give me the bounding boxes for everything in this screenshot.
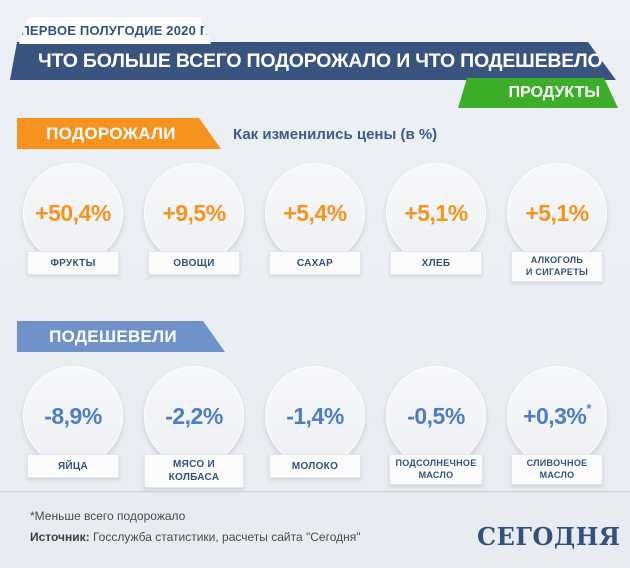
period-badge-label: ПЕРВОЕ ПОЛУГОДИЕ 2020 Г. xyxy=(20,23,210,38)
value-bubble: +9,5% xyxy=(144,163,244,263)
category-badge-label: ПРОДУКТЫ xyxy=(508,84,600,101)
item-label: ПОДСОЛНЕЧНОЕ МАСЛО xyxy=(389,454,483,486)
value-bubble: -8,9% xyxy=(23,366,123,466)
price-change-value: -2,2% xyxy=(165,402,223,429)
item-card-sugar: +5,4% САХАР xyxy=(265,163,365,282)
period-badge: ПЕРВОЕ ПОЛУГОДИЕ 2020 Г. xyxy=(19,17,211,44)
item-label: САХАР xyxy=(269,251,361,275)
item-label: МЯСО И КОЛБАСА xyxy=(144,454,244,488)
footnote-text: *Меньше всего подорожало xyxy=(30,509,186,523)
item-card-eggs: -8,9% ЯЙЦА xyxy=(23,366,123,488)
item-label: ОВОЩИ xyxy=(148,251,240,275)
item-card-fruits: +50,4% ФРУКТЫ xyxy=(23,163,123,282)
item-card-bread: +5,1% ХЛЕБ xyxy=(386,163,486,282)
section-badge-increased: ПОДОРОЖАЛИ xyxy=(17,118,221,149)
value-bubble: +5,1% xyxy=(507,163,607,263)
item-card-alcohol-cigarettes: +5,1% АЛКОГОЛЬ И СИГАРЕТЫ xyxy=(507,163,607,283)
item-label: МОЛОКО xyxy=(269,454,361,478)
value-bubble: -1,4% xyxy=(265,366,365,466)
price-change-number: +0,3% xyxy=(523,402,587,429)
item-label: ЯЙЦА xyxy=(27,454,119,478)
price-change-value: +9,5% xyxy=(162,199,226,226)
item-card-meat-sausage: -2,2% МЯСО И КОЛБАСА xyxy=(144,366,244,488)
source-text: Госслужба статистики, расчеты сайта "Сег… xyxy=(89,530,361,544)
item-card-vegetables: +9,5% ОВОЩИ xyxy=(144,163,244,282)
value-bubble: +5,1% xyxy=(386,163,486,263)
footnote-asterisk: * xyxy=(586,400,591,416)
price-change-value: +5,1% xyxy=(525,199,589,226)
item-card-milk: -1,4% МОЛОКО xyxy=(265,366,365,488)
price-change-value: -8,9% xyxy=(44,402,102,429)
value-bubble: +0,3%* xyxy=(507,366,607,466)
price-change-value: -1,4% xyxy=(286,402,344,429)
value-bubble: -0,5% xyxy=(386,366,486,466)
source-line: Источник: Госслужба статистики, расчеты … xyxy=(30,530,361,544)
chart-subtitle: Как изменились цены (в %) xyxy=(233,126,438,143)
price-change-value: +0,3%* xyxy=(523,400,591,430)
source-label: Источник: xyxy=(30,530,90,544)
item-label: СЛИВОЧНОЕ МАСЛО xyxy=(511,454,603,486)
value-bubble: -2,2% xyxy=(144,366,244,466)
price-change-value: +5,1% xyxy=(404,199,468,226)
value-bubble: +5,4% xyxy=(265,163,365,263)
section-decreased-label: ПОДЕШЕВЕЛИ xyxy=(49,326,177,346)
item-card-butter: +0,3%* СЛИВОЧНОЕ МАСЛО xyxy=(507,366,607,488)
section-badge-decreased: ПОДЕШЕВЕЛИ xyxy=(17,321,225,352)
item-label: ФРУКТЫ xyxy=(27,251,119,275)
value-bubble: +50,4% xyxy=(23,163,123,263)
segodnya-logo: СЕГОДНЯ xyxy=(477,522,621,551)
title-banner: ЧТО БОЛЬШЕ ВСЕГО ПОДОРОЖАЛО И ЧТО ПОДЕШЕ… xyxy=(10,42,616,80)
price-change-value: -0,5% xyxy=(407,402,465,429)
price-change-value: +50,4% xyxy=(35,199,111,226)
price-change-value: +5,4% xyxy=(283,199,347,226)
category-badge: ПРОДУКТЫ xyxy=(458,78,618,108)
footer-divider xyxy=(0,491,630,493)
page-title: ЧТО БОЛЬШЕ ВСЕГО ПОДОРОЖАЛО И ЧТО ПОДЕШЕ… xyxy=(38,49,603,72)
section-increased-label: ПОДОРОЖАЛИ xyxy=(46,123,176,143)
item-label: ХЛЕБ xyxy=(390,251,482,275)
row-decreased: -8,9% ЯЙЦА -2,2% МЯСО И КОЛБАСА -1,4% МО… xyxy=(0,366,630,488)
row-increased: +50,4% ФРУКТЫ +9,5% ОВОЩИ +5,4% САХАР +5… xyxy=(0,163,630,283)
item-label: АЛКОГОЛЬ И СИГАРЕТЫ xyxy=(511,251,603,283)
item-card-sunflower-oil: -0,5% ПОДСОЛНЕЧНОЕ МАСЛО xyxy=(386,366,486,488)
